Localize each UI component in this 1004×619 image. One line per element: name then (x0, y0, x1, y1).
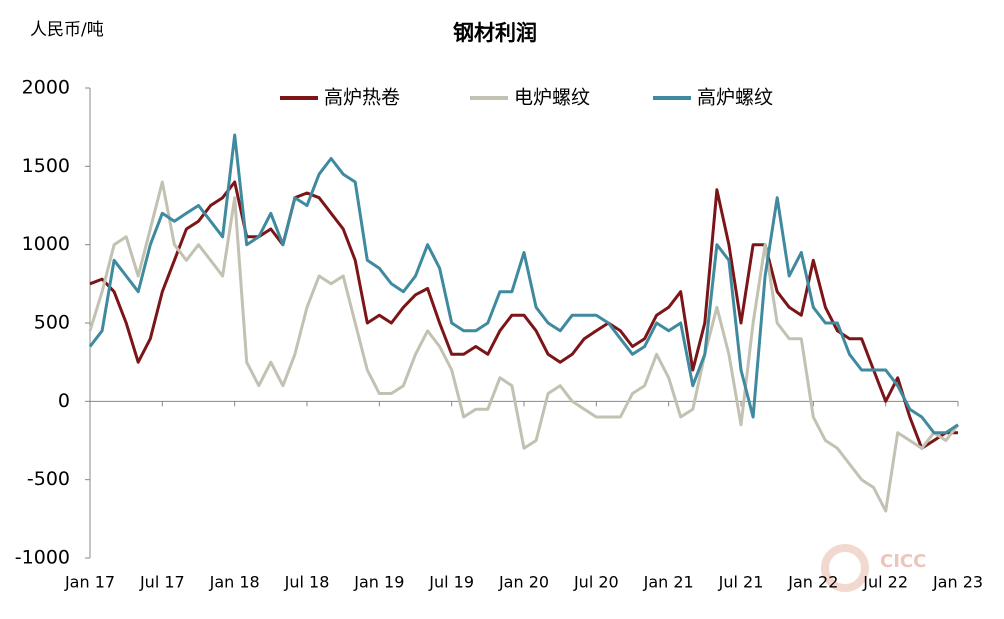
legend-label: 高炉螺纹 (697, 87, 773, 109)
y-tick-label: 1000 (22, 233, 70, 255)
chart-title: 钢材利润 (453, 21, 537, 45)
x-tick-label: Jul 18 (284, 573, 330, 592)
y-tick-label: 1500 (22, 155, 70, 177)
x-tick-label: Jul 19 (428, 573, 474, 592)
x-tick-label: Jul 17 (139, 573, 185, 592)
legend-label: 电炉螺纹 (514, 87, 590, 109)
y-tick-label: -500 (27, 468, 70, 490)
y-axis-label: 人民币/吨 (30, 20, 104, 40)
x-tick-label: Jan 19 (353, 573, 404, 592)
series-line (88, 180, 960, 513)
legend-label: 高炉热卷 (324, 87, 400, 109)
y-tick-label: 500 (34, 312, 70, 334)
series-line (89, 180, 958, 450)
x-tick-label: Jan 21 (643, 573, 694, 592)
x-tick-label: Jul 21 (718, 573, 764, 592)
x-tick-label: Jan 20 (498, 573, 549, 592)
x-tick-label: Jan 18 (209, 573, 260, 592)
watermark-logo (821, 544, 869, 592)
x-tick-label: Jan 17 (64, 573, 115, 592)
x-tick-label: Jan 22 (787, 573, 838, 592)
x-tick-label: Jul 22 (862, 573, 908, 592)
watermark: CICC (880, 551, 926, 572)
y-tick-label: -1000 (15, 547, 70, 569)
series-line (88, 133, 959, 435)
x-tick-label: Jan 23 (932, 573, 983, 592)
y-tick-label: 2000 (22, 77, 70, 99)
x-tick-label: Jul 20 (573, 573, 619, 592)
y-tick-label: 0 (58, 390, 70, 412)
